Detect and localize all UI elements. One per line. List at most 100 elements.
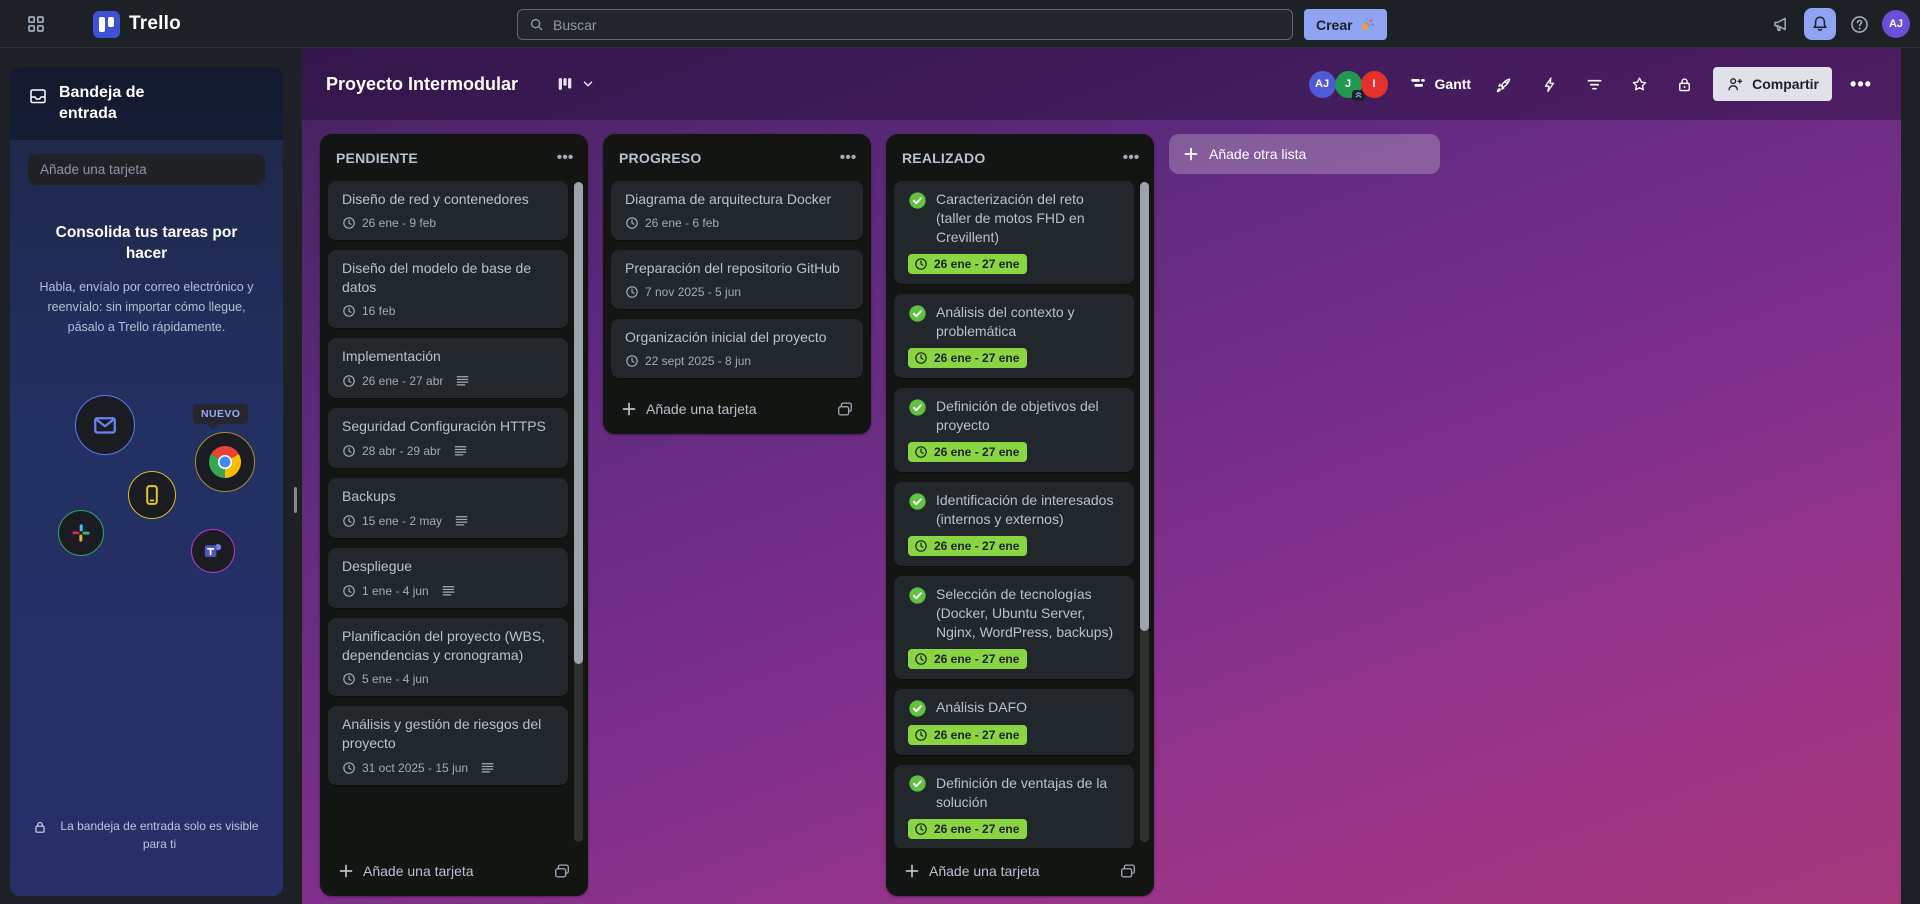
card[interactable]: Diseño de red y contenedores 26 ene - 9 … [328,181,568,240]
add-card-button[interactable]: Añade una tarjeta [613,393,825,425]
user-avatar[interactable]: AJ [1882,10,1910,38]
automation-button[interactable] [1533,68,1565,100]
due-date-text: 5 ene - 4 jun [362,672,429,686]
card[interactable]: Diagrama de arquitectura Docker 26 ene -… [611,181,863,240]
teams-integration-circle [191,529,235,573]
trello-home-link[interactable]: Trello [93,10,181,38]
filter-button[interactable] [1578,68,1610,100]
card[interactable]: Definición de objetivos del proyecto 26 … [894,388,1134,472]
card[interactable]: Preparación del repositorio GitHub 7 nov… [611,250,863,309]
board-menu-button[interactable]: ••• [1845,68,1877,100]
due-date-text: 26 ene - 27 abr [362,373,444,388]
card[interactable]: Análisis del contexto y problemática 26 … [894,294,1134,378]
share-button[interactable]: Compartir [1713,67,1832,101]
card[interactable]: Caracterización del reto (taller de moto… [894,181,1134,284]
card-title: Diseño del modelo de base de datos [342,260,532,295]
scrollbar-thumb[interactable] [1140,182,1149,631]
power-ups-rocket-button[interactable] [1488,68,1520,100]
plus-icon [622,402,636,416]
card[interactable]: Planificación del proyecto (WBS, depende… [328,618,568,696]
due-date-text: 26 ene - 27 ene [934,257,1020,271]
card[interactable]: Implementación 26 ene - 27 abr [328,338,568,398]
window-edge [1901,48,1920,904]
card[interactable]: Diseño del modelo de base de datos 16 fe… [328,250,568,328]
check-circle-icon[interactable] [908,304,927,323]
list-menu-button[interactable]: ••• [833,145,863,171]
card[interactable]: Organización inicial del proyecto 22 sep… [611,319,863,378]
clock-icon [626,286,638,298]
check-circle-icon[interactable] [908,398,927,417]
card[interactable]: Análisis DAFO 26 ene - 27 ene [894,689,1134,755]
due-date-text: 28 abr - 29 abr [362,443,441,458]
notifications-button[interactable] [1804,8,1836,40]
add-card-button[interactable]: Añade una tarjeta [896,855,1108,887]
search-input[interactable] [553,16,1282,33]
card[interactable]: Identificación de interesados (internos … [894,482,1134,566]
card-title: Análisis DAFO [936,699,1028,715]
due-date-text: 26 ene - 27 ene [934,445,1020,459]
app-name: Trello [129,13,181,34]
visibility-lock-button[interactable] [1668,68,1700,100]
due-date-badge: 26 ene - 27 ene [908,254,1028,274]
list: PROGRESO ••• Diagrama de arquitectura Do… [603,134,871,434]
due-date-badge: 5 ene - 4 jun [342,672,429,686]
card-meta: 7 nov 2025 - 5 jun [625,285,849,299]
card-title: Identificación de interesados (internos … [936,492,1114,527]
due-date-text: 1 ene - 4 jun [362,583,429,598]
help-button[interactable] [1843,8,1875,40]
member-avatar[interactable]: J [1334,70,1365,101]
card-meta: 26 ene - 27 ene [908,254,1120,274]
check-circle-icon[interactable] [908,586,927,605]
member-avatar[interactable]: I [1360,70,1388,98]
scrollbar-thumb[interactable] [574,182,583,664]
card[interactable]: Selección de tecnologías (Docker, Ubuntu… [894,576,1134,679]
list-cards: Diagrama de arquitectura Docker 26 ene -… [603,178,871,386]
due-date-text: 26 ene - 27 ene [934,821,1020,836]
board-title[interactable]: Proyecto Intermodular [326,73,519,94]
board-view-switcher[interactable] [548,69,603,99]
create-from-template-button[interactable] [546,855,578,887]
member-status-badge [1351,89,1365,101]
check-circle-icon[interactable] [908,774,927,793]
description-icon [455,516,468,526]
list-menu-button[interactable]: ••• [1116,145,1146,171]
due-date-badge: 26 ene - 27 abr [342,374,443,388]
announcements-button[interactable] [1765,8,1797,40]
create-from-template-button[interactable] [829,393,861,425]
card[interactable]: Despliegue 1 ene - 4 jun [328,548,568,608]
due-date-badge: 15 ene - 2 may [342,514,442,528]
list-cards: Diseño de red y contenedores 26 ene - 9 … [320,178,588,848]
card[interactable]: Definición de ventajas de la solución 26… [894,764,1134,848]
create-button[interactable]: Crear [1304,9,1387,40]
add-list-button[interactable]: Añade otra lista [1169,134,1440,174]
card[interactable]: Análisis y gestión de riesgos del proyec… [328,706,568,785]
clock-icon [915,446,927,458]
app-switcher-button[interactable] [20,8,52,40]
list-scrollbar[interactable] [574,182,583,842]
list-scrollbar[interactable] [1140,182,1149,842]
create-from-template-button[interactable] [1112,855,1144,887]
member-avatar[interactable]: AJ [1308,70,1336,98]
due-date-badge: 31 oct 2025 - 15 jun [342,761,468,775]
star-button[interactable] [1623,68,1655,100]
check-circle-icon[interactable] [908,699,927,718]
add-card-button[interactable]: Añade una tarjeta [330,855,542,887]
global-search[interactable] [517,9,1293,40]
sidebar-resize-handle[interactable] [294,487,297,513]
check-circle-icon[interactable] [908,492,927,511]
check-circle-icon[interactable] [908,191,927,210]
due-date-text: 7 nov 2025 - 5 jun [645,285,742,299]
card[interactable]: Backups 15 ene - 2 may [328,478,568,538]
clock-icon [915,728,927,741]
slack-integration-circle [58,510,104,556]
inbox-add-card-input[interactable] [28,153,265,185]
bell-icon [1813,16,1827,31]
card[interactable]: Seguridad Configuración HTTPS 28 abr - 2… [328,408,568,468]
list-menu-button[interactable]: ••• [550,145,580,171]
card-meta: 26 ene - 9 feb [342,216,554,230]
gantt-view-button[interactable]: Gantt [1405,69,1476,99]
due-date-badge: 28 abr - 29 abr [342,444,441,458]
top-navigation-bar: Trello Crear [0,0,1920,48]
list-footer: Añade una tarjeta [886,848,1154,896]
trello-logo-icon [93,10,120,38]
